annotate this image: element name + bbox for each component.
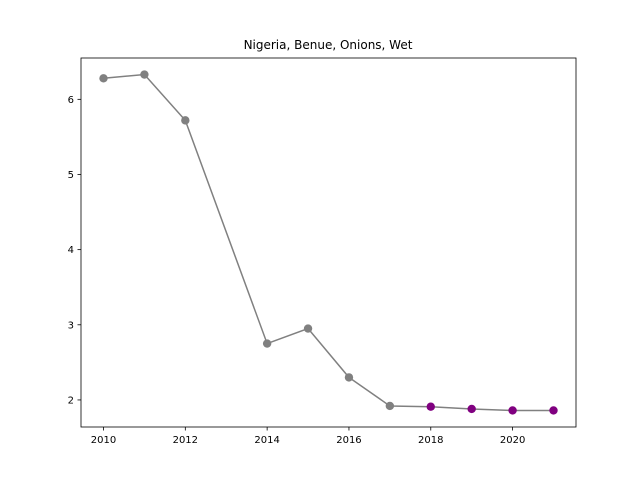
x-axis: 2010 2012 2014 2016 2018 2020 — [91, 427, 525, 446]
chart-title: Nigeria, Benue, Onions, Wet — [244, 38, 413, 52]
y-tick-label: 4 — [68, 245, 74, 256]
x-tick-label: 2016 — [336, 435, 361, 446]
x-tick-label: 2020 — [500, 435, 525, 446]
data-point — [549, 406, 558, 415]
y-tick-label: 3 — [68, 320, 74, 331]
series-line — [103, 73, 554, 412]
data-point — [262, 339, 272, 348]
y-tick-label: 2 — [68, 395, 74, 406]
x-tick-label: 2014 — [254, 435, 279, 446]
data-point — [181, 116, 190, 125]
x-tick-label: 2010 — [91, 435, 116, 446]
data-point — [467, 404, 476, 414]
plot-area — [80, 57, 577, 428]
data-points — [99, 70, 558, 415]
data-point — [426, 402, 435, 411]
x-tick-label: 2018 — [418, 435, 443, 446]
data-point — [344, 373, 354, 382]
x-tick-label: 2012 — [173, 435, 198, 446]
data-point — [508, 406, 517, 415]
y-tick-label: 6 — [68, 95, 74, 106]
y-tick-label: 5 — [68, 170, 74, 181]
data-point — [303, 324, 313, 333]
data-point — [99, 74, 108, 83]
data-point — [140, 70, 149, 79]
y-axis: 2 3 4 5 6 — [68, 95, 81, 406]
data-point — [385, 401, 395, 411]
